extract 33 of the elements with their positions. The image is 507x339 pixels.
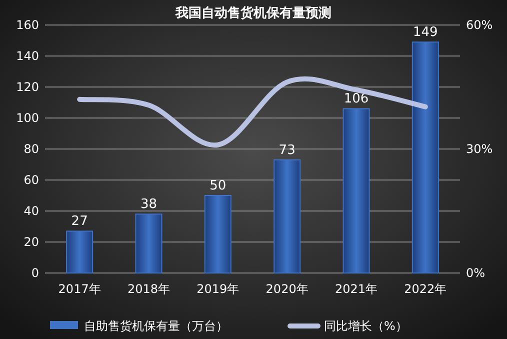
data-label: 27	[71, 214, 88, 230]
y-tick-label: 120	[16, 80, 39, 94]
legend-label: 同比增长（%）	[324, 319, 408, 333]
bar	[412, 42, 439, 274]
bar	[204, 195, 232, 274]
bar	[274, 159, 301, 274]
data-label: 50	[210, 178, 226, 194]
y-tick-label: 80	[24, 142, 39, 156]
bar	[342, 108, 370, 274]
legend-label: 自助售货机保有量（万台）	[84, 319, 228, 333]
y2-tick-label: 30%	[466, 142, 493, 156]
bar	[66, 230, 94, 274]
data-label: 73	[278, 142, 296, 158]
y-tick-label: 60	[24, 173, 39, 187]
x-tick-label: 2022年	[404, 282, 447, 296]
x-tick-label: 2021年	[334, 282, 378, 296]
chart-title: 我国自动售货机保有量预测	[174, 5, 332, 21]
data-label: 149	[413, 25, 438, 40]
data-label: 38	[140, 197, 158, 212]
y2-tick-label: 0%	[466, 266, 486, 280]
data-label: 106	[344, 92, 369, 107]
x-tick-label: 2019年	[196, 282, 240, 296]
y-tick-label: 100	[16, 111, 39, 125]
x-tick-label: 2020年	[266, 282, 308, 296]
y-tick-label: 140	[16, 49, 39, 63]
y-tick-label: 40	[24, 204, 39, 218]
y-tick-label: 20	[24, 235, 39, 249]
y2-tick-label: 60%	[466, 18, 493, 32]
y-tick-label: 0	[31, 266, 39, 280]
x-tick-label: 2017年	[58, 282, 101, 296]
y-tick-label: 160	[16, 18, 39, 32]
bar	[135, 214, 162, 274]
x-tick-label: 2018年	[127, 282, 170, 296]
